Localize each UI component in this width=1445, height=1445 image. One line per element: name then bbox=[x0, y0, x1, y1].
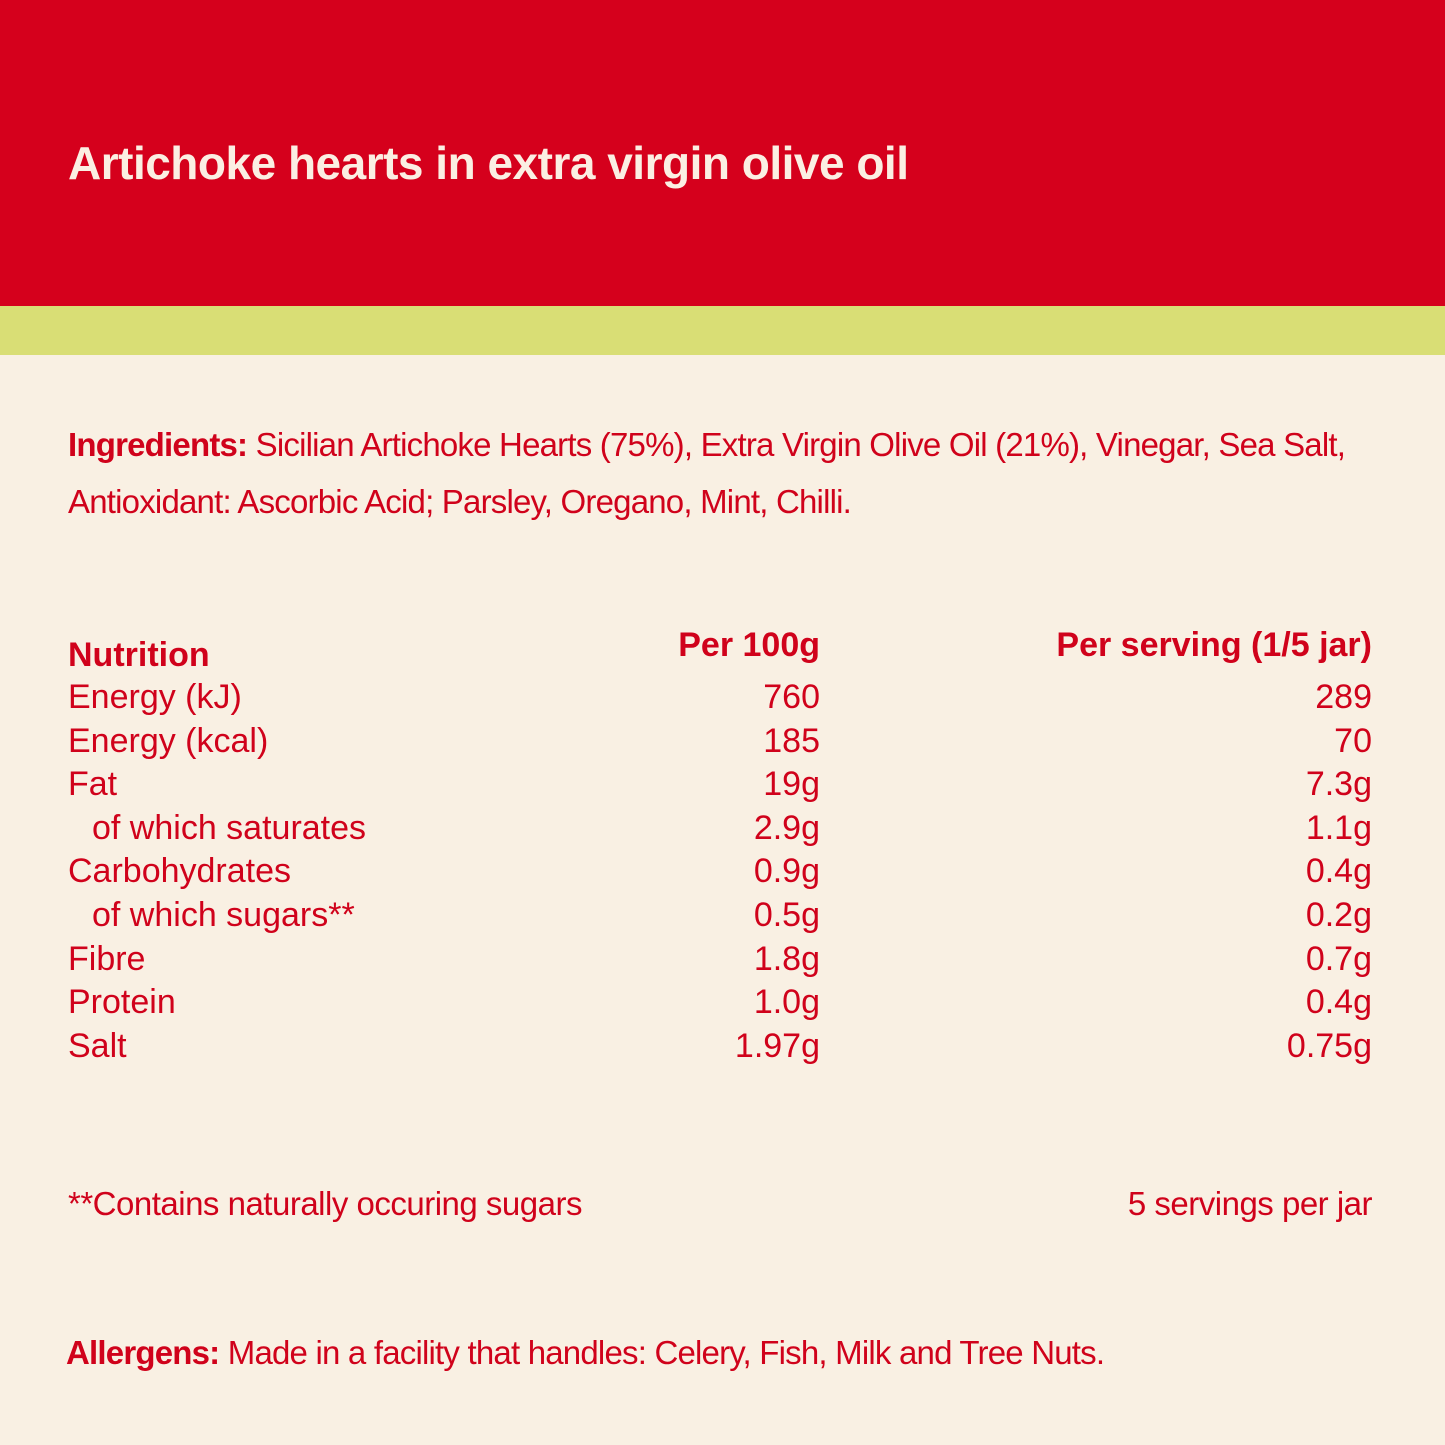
ingredients-label: Ingredients: bbox=[68, 426, 248, 463]
sugars-footnote: **Contains naturally occuring sugars bbox=[68, 1185, 582, 1222]
product-title: Artichoke hearts in extra virgin olive o… bbox=[68, 137, 909, 189]
allergens-section: Allergens: Made in a facility that handl… bbox=[66, 1334, 1105, 1372]
per-100g-value: 1.97g bbox=[734, 1026, 820, 1065]
nutrient-name: of which saturates bbox=[92, 808, 367, 847]
nutrient-name: of which sugars** bbox=[92, 895, 355, 934]
ingredients-section: Ingredients: Sicilian Artichoke Hearts (… bbox=[68, 416, 1368, 530]
table-row: of which saturates 2.9g 1.1g bbox=[68, 807, 1372, 851]
per-serving-value: 7.3g bbox=[1305, 765, 1372, 804]
nutrient-name: Fibre bbox=[68, 939, 146, 978]
per-100g-value: 2.9g bbox=[753, 808, 820, 847]
nutrient-name: Energy (kJ) bbox=[68, 678, 242, 716]
per-serving-value: 1.1g bbox=[1305, 808, 1372, 847]
nutrient-name: Carbohydrates bbox=[68, 852, 292, 891]
table-row: Fat 19g 7.3g bbox=[68, 763, 1372, 807]
per-100g-value: 185 bbox=[763, 721, 820, 760]
nutrition-table: Nutrition Per 100g Per serving (1/5 jar)… bbox=[68, 622, 1372, 1068]
per-100g-value: 1.0g bbox=[753, 983, 820, 1022]
accent-band bbox=[0, 306, 1445, 355]
table-row: Salt 1.97g 0.75g bbox=[68, 1025, 1372, 1069]
header-banner: Artichoke hearts in extra virgin olive o… bbox=[0, 0, 1445, 306]
allergens-label: Allergens: bbox=[66, 1334, 220, 1371]
table-row: Carbohydrates 0.9g 0.4g bbox=[68, 850, 1372, 894]
per-100g-value: 1.8g bbox=[753, 939, 820, 978]
allergens-text: Made in a facility that handles: Celery,… bbox=[227, 1334, 1105, 1371]
nutrient-name: Energy (kcal) bbox=[68, 721, 269, 760]
table-row: Fibre 1.8g 0.7g bbox=[68, 938, 1372, 982]
nutrient-name: Salt bbox=[68, 1026, 127, 1065]
per-100g-value: 760 bbox=[763, 678, 820, 716]
per-100g-value: 19g bbox=[763, 765, 820, 804]
servings-per-jar: 5 servings per jar bbox=[1127, 1185, 1373, 1222]
header-nutrition: Nutrition bbox=[68, 636, 210, 674]
per-serving-value: 0.7g bbox=[1305, 939, 1372, 978]
table-row: Protein 1.0g 0.4g bbox=[68, 981, 1372, 1025]
nutrition-header-row: Nutrition Per 100g Per serving (1/5 jar) bbox=[68, 622, 1372, 676]
header-per-100g: Per 100g bbox=[678, 626, 820, 664]
table-row: Energy (kcal) 185 70 bbox=[68, 720, 1372, 764]
table-row: Energy (kJ) 760 289 bbox=[68, 676, 1372, 720]
ingredients-text: Sicilian Artichoke Hearts (75%), Extra V… bbox=[68, 426, 1346, 520]
table-row: of which sugars** 0.5g 0.2g bbox=[68, 894, 1372, 938]
nutrient-name: Fat bbox=[68, 765, 118, 804]
header-per-serving: Per serving (1/5 jar) bbox=[1056, 626, 1372, 664]
per-serving-value: 0.2g bbox=[1305, 895, 1372, 934]
per-serving-value: 0.75g bbox=[1286, 1026, 1372, 1065]
nutrient-name: Protein bbox=[68, 983, 176, 1022]
per-serving-value: 0.4g bbox=[1305, 983, 1372, 1022]
per-100g-value: 0.9g bbox=[753, 852, 820, 891]
per-serving-value: 70 bbox=[1334, 721, 1372, 760]
per-serving-value: 289 bbox=[1315, 678, 1372, 716]
per-100g-value: 0.5g bbox=[753, 895, 820, 934]
per-serving-value: 0.4g bbox=[1305, 852, 1372, 891]
